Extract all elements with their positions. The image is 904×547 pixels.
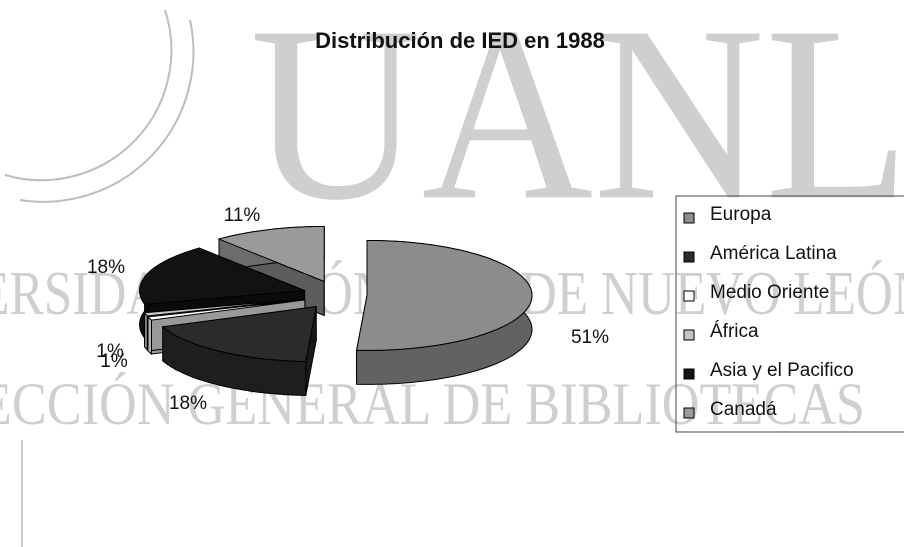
data-label: 1% xyxy=(96,341,124,362)
legend-swatch xyxy=(683,290,695,302)
slice-top xyxy=(146,299,305,321)
chart-title: Distribución de IED en 1988 xyxy=(315,28,605,53)
legend-swatch xyxy=(683,212,695,224)
slice-side xyxy=(147,315,152,356)
slice xyxy=(355,240,533,385)
slice-top xyxy=(217,226,325,283)
seal xyxy=(4,9,195,203)
legend-swatch xyxy=(683,251,695,263)
legend-swatch xyxy=(683,329,695,341)
data-label: 11% xyxy=(224,205,261,226)
watermark: DIRECCIÓN GENERAL DE BIBLIOTECAS xyxy=(0,371,865,437)
legend-box xyxy=(675,195,904,433)
legend-label: América Latina xyxy=(710,243,837,264)
watermark: UANL xyxy=(250,0,904,252)
seal-ring xyxy=(4,9,173,182)
legend-swatch xyxy=(683,368,695,380)
legend-label: Canadá xyxy=(710,399,777,420)
slice-top xyxy=(355,240,533,351)
data-label: 18% xyxy=(169,393,207,414)
data-label: 51% xyxy=(571,327,609,348)
legend-label: África xyxy=(710,321,759,342)
data-label: 1% xyxy=(100,351,128,372)
slice-top xyxy=(161,306,317,363)
legend-label: Europa xyxy=(710,204,772,225)
slice-side xyxy=(144,311,148,352)
slice-top xyxy=(143,298,305,317)
legend-swatch xyxy=(683,407,695,419)
legend-label: Asia y el Pacifico xyxy=(710,360,854,381)
slice xyxy=(161,306,317,397)
slice-top xyxy=(139,247,305,305)
legend-label: Medio Oriente xyxy=(710,282,829,303)
data-label: 18% xyxy=(87,257,125,278)
seal-ring xyxy=(19,19,195,203)
